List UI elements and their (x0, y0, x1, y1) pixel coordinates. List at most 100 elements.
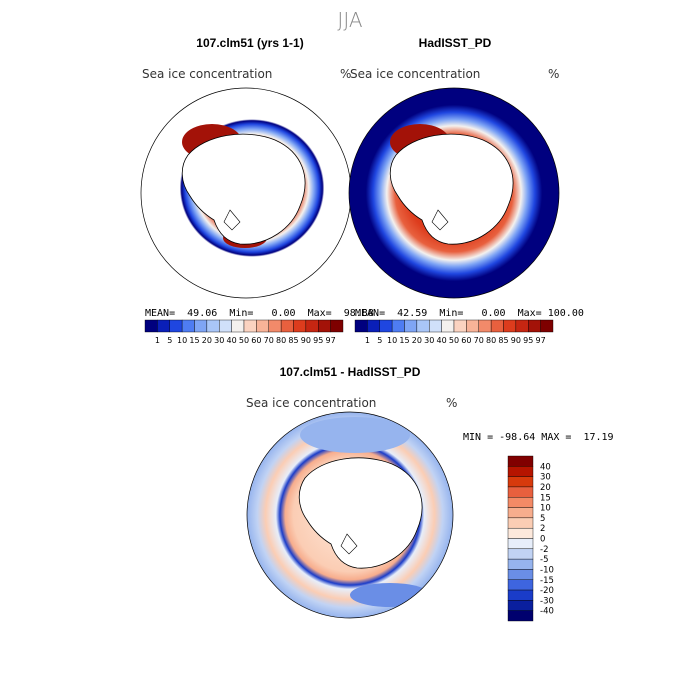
colorbar-tick-label: 20 (540, 483, 551, 493)
colorbar-tick-label: 15 (189, 336, 199, 345)
colorbar-tick-label: 85 (288, 336, 298, 345)
stat-min-value: 0.00 (271, 308, 296, 319)
colorbar-swatch (157, 319, 170, 333)
stat-mean-label: MEAN= (145, 308, 176, 319)
colorbar-tick-label: 95 (313, 336, 323, 345)
colorbar-swatch (478, 319, 492, 333)
colorbar-swatch (507, 486, 534, 498)
colorbar-tick-label: 90 (301, 336, 311, 345)
colorbar-swatch (490, 319, 504, 333)
colorbar-swatch (507, 476, 534, 488)
colorbar-tick-label: 10 (177, 336, 187, 345)
colorbar-tick-label: 97 (536, 336, 546, 345)
stat-mean-value: 49.06 (187, 308, 218, 319)
colorbar-swatch (243, 319, 257, 333)
colorbar-tick-label: 30 (424, 336, 434, 345)
colorbar-tick-label: 60 (461, 336, 471, 345)
map-model (140, 87, 352, 299)
colorbar-swatch (181, 319, 195, 333)
colorbar-tick-label: -5 (540, 555, 548, 565)
variable-label-model: Sea ice concentration (142, 67, 273, 81)
stat-max-value: 98.88 (343, 308, 374, 319)
colorbar-swatch (503, 319, 517, 333)
colorbar-swatch (330, 319, 344, 333)
panel-title-obs: HadISST_PD (418, 36, 492, 50)
colorbar-tick-label: -10 (540, 565, 554, 575)
colorbar-tick-label: -40 (540, 607, 554, 617)
colorbar-swatch (453, 319, 467, 333)
stat-max-label: Max= (307, 308, 332, 319)
colorbar-tick-label: 60 (251, 336, 261, 345)
colorbar-sea-ice: 1 5 10 15 20 30 40 50 60 70 80 85 90 95 97 1 5 10 15 20 30 40… (144, 319, 554, 345)
stat-min-label: Min= (439, 308, 464, 319)
colorbar-tick-label: 95 (523, 336, 533, 345)
colorbar-swatch (507, 579, 534, 591)
diff-variable-label: Sea ice concentration (246, 396, 377, 410)
stat-min-label: Min= (229, 308, 254, 319)
colorbar-swatch (507, 497, 534, 508)
colorbar-tick-label: 15 (399, 336, 409, 345)
colorbar-tick-label: 2 (540, 524, 545, 534)
colorbar-tick-label: 10 (540, 504, 551, 514)
colorbar-tick-label: 1 (365, 336, 370, 345)
colorbar-tick-label: 97 (326, 336, 336, 345)
stats-model: MEAN= 49.06 Min= 0.00 Max= 98.88 (145, 308, 374, 319)
stat-mean-label: MEAN= (355, 308, 386, 319)
colorbar-swatch (354, 319, 368, 333)
colorbar-tick-label: -30 (540, 596, 554, 606)
diff-min-value: -98.64 (499, 432, 536, 443)
map-obs (348, 87, 560, 299)
colorbar-swatch (507, 538, 534, 550)
colorbar-tick-label: 15 (540, 493, 551, 503)
colorbar-tick-label: 0 (540, 535, 545, 545)
colorbar-swatch (391, 319, 405, 333)
colorbar-tick-label: 80 (486, 336, 496, 345)
colorbar-tick-label: 85 (498, 336, 508, 345)
colorbar-tick-label: 5 (167, 336, 172, 345)
panel-title-model: 107.clm51 (yrs 1-1) (196, 36, 304, 50)
colorbar-swatch (466, 319, 479, 333)
stat-min-value: 0.00 (481, 308, 506, 319)
colorbar-swatch (231, 319, 245, 333)
colorbar-swatch (280, 319, 294, 333)
colorbar-swatch (507, 610, 534, 622)
colorbar-tick-label: 30 (214, 336, 224, 345)
unit-label-obs: % (548, 67, 560, 81)
colorbar-swatch (507, 600, 534, 611)
colorbar-tick-label: 30 (540, 473, 551, 483)
colorbar-tick-label: 40 (227, 336, 237, 345)
colorbar-swatch (507, 527, 534, 539)
colorbar-swatch (318, 319, 331, 333)
colorbar-swatch (219, 319, 232, 333)
colorbar-tick-label: 70 (264, 336, 274, 345)
colorbar-swatch (515, 319, 529, 333)
colorbar-tick-label: 40 (540, 462, 551, 472)
colorbar-tick-label: 20 (202, 336, 212, 345)
stats-obs: MEAN= 42.59 Min= 0.00 Max= 100.00 (355, 308, 584, 319)
colorbar-tick-label: -20 (540, 586, 554, 596)
colorbar-tick-label: 50 (449, 336, 459, 345)
stat-mean-value: 42.59 (397, 308, 428, 319)
colorbar-swatch (540, 319, 554, 333)
colorbar-swatch (293, 319, 307, 333)
map-difference (246, 411, 454, 619)
colorbar-tick-label: 70 (474, 336, 484, 345)
colorbar-tick-label: 90 (511, 336, 521, 345)
colorbar-swatch (194, 319, 208, 333)
colorbar-swatch (268, 319, 282, 333)
colorbar-swatch (528, 319, 541, 333)
colorbar-tick-label: 80 (276, 336, 286, 345)
colorbar-tick-label: 40 (437, 336, 447, 345)
colorbar-swatch (507, 548, 534, 560)
colorbar-swatch (507, 558, 534, 570)
colorbar-swatch (441, 319, 455, 333)
colorbar-swatch (429, 319, 442, 333)
colorbar-swatch (144, 319, 158, 333)
season-title: JJA (337, 8, 363, 32)
colorbar-swatch (507, 589, 534, 601)
colorbar-swatch (404, 319, 418, 333)
colorbar-tick-label: 10 (387, 336, 397, 345)
colorbar-tick-label: 5 (540, 514, 545, 524)
